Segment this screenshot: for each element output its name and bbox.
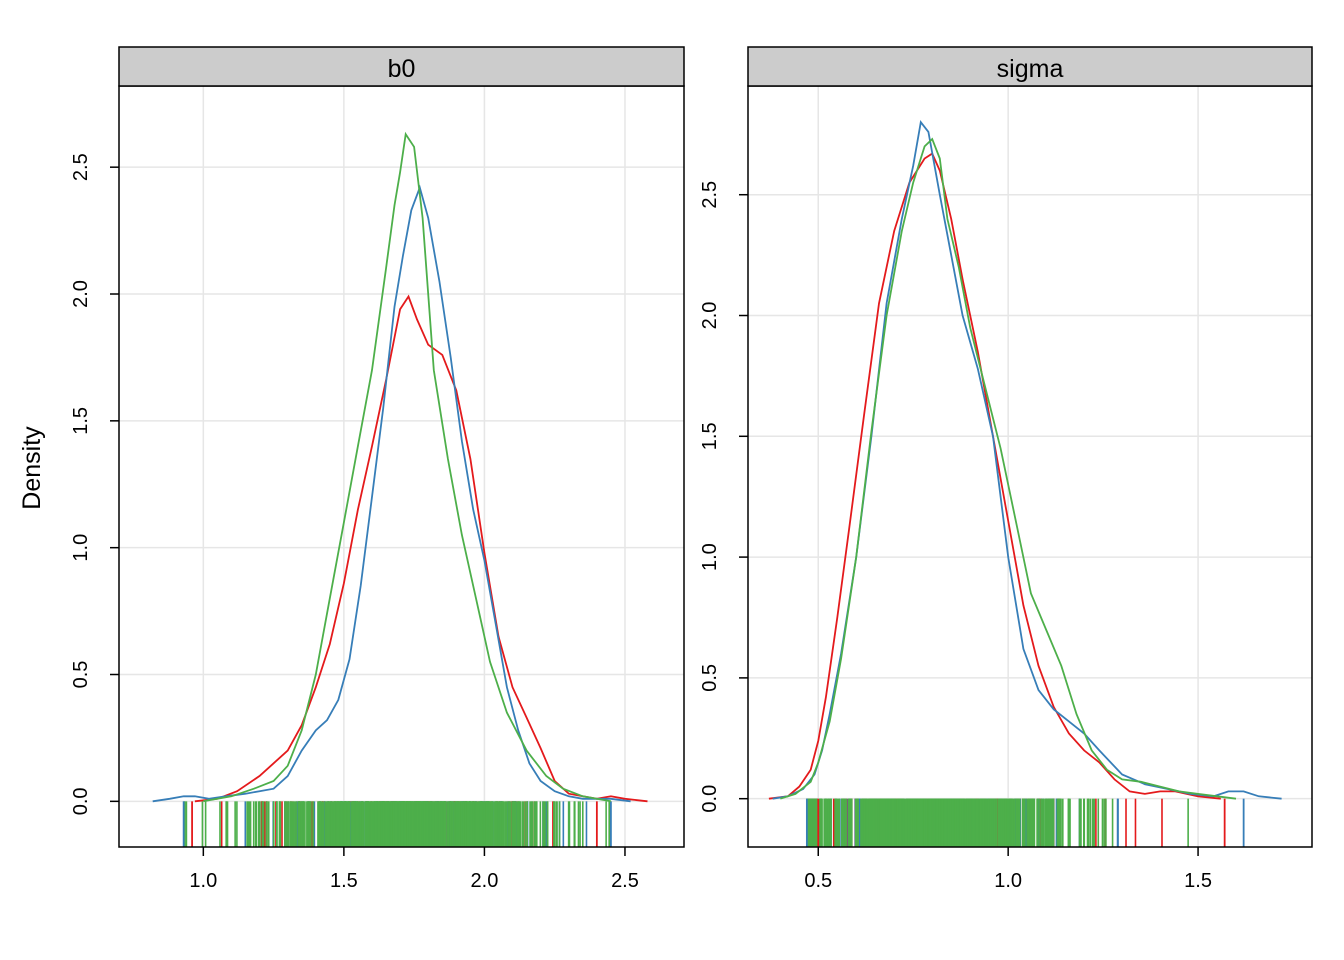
y-tick-label: 1.5 xyxy=(699,422,721,450)
density-line-chain-2 xyxy=(152,184,631,803)
x-tick-label: 0.5 xyxy=(804,870,832,892)
density-line-chain-1 xyxy=(194,294,648,803)
y-tick-label: 0.0 xyxy=(699,785,721,813)
x-tick-label: 2.0 xyxy=(471,870,499,892)
density-line-chain-3 xyxy=(203,131,612,803)
panel-b0: b0 1.0 1.5 2.0 2.5 0.0 0.5 1.0 1.5 2.0 2.5 xyxy=(70,46,685,892)
rug xyxy=(805,798,1245,847)
strip-label: sigma xyxy=(997,55,1064,83)
y-tick-label: 0.5 xyxy=(699,664,721,692)
strip-background xyxy=(747,46,1313,87)
y-tick-label: 2.5 xyxy=(699,181,721,209)
x-tick-label: 1.0 xyxy=(189,870,217,892)
y-tick-label: 1.0 xyxy=(70,534,92,562)
y-tick-label: 0.5 xyxy=(70,661,92,689)
panel-sigma: sigma 0.5 1.0 1.5 0.0 0.5 1.0 1.5 2.0 2.5 xyxy=(699,46,1313,892)
strip-background xyxy=(118,46,685,87)
y-tick-label: 1.0 xyxy=(699,543,721,571)
y-tick-label: 2.0 xyxy=(699,302,721,330)
x-tick-label: 1.5 xyxy=(1184,870,1212,892)
strip-label: b0 xyxy=(388,55,416,83)
y-tick-label: 2.0 xyxy=(70,280,92,308)
density-line-chain-3 xyxy=(780,137,1237,800)
x-tick-label: 1.5 xyxy=(330,870,358,892)
density-line-chain-1 xyxy=(768,152,1221,800)
y-tick-label: 0.0 xyxy=(70,787,92,815)
y-tick-label: 1.5 xyxy=(70,407,92,435)
y-tick-label: 2.5 xyxy=(70,153,92,181)
grid xyxy=(748,86,1312,847)
rug xyxy=(182,801,612,847)
y-axis-label: Density xyxy=(18,426,46,510)
x-tick-label: 2.5 xyxy=(611,870,639,892)
x-tick-label: 1.0 xyxy=(994,870,1022,892)
chart-panels: b0 1.0 1.5 2.0 2.5 0.0 0.5 1.0 1.5 2.0 2.5 sigma 0.5… xyxy=(70,46,1313,892)
